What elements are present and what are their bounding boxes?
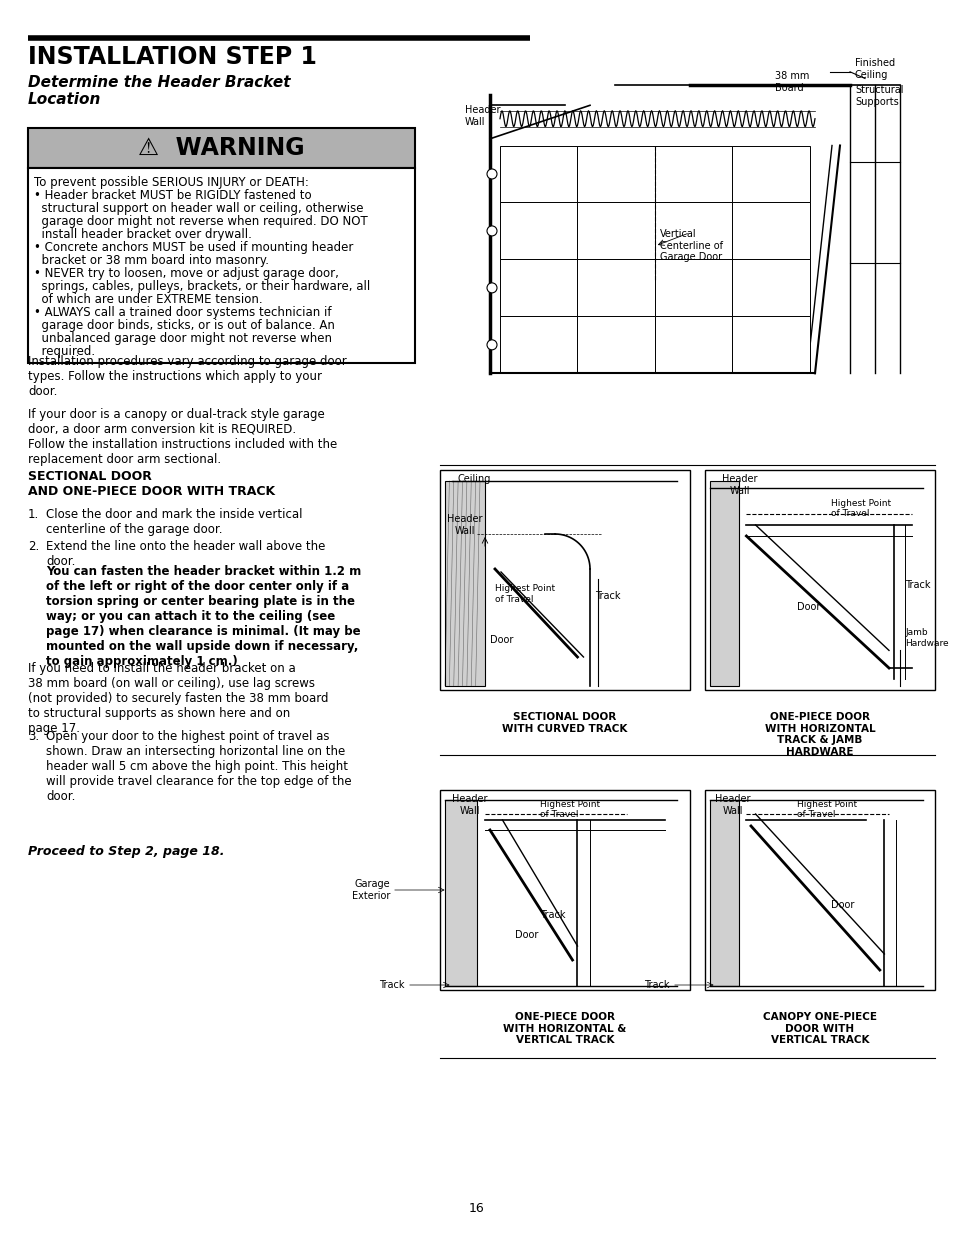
Text: To prevent possible SERIOUS INJURY or DEATH:: To prevent possible SERIOUS INJURY or DE… (34, 177, 309, 189)
Text: structural support on header wall or ceiling, otherwise: structural support on header wall or cei… (34, 203, 363, 215)
Text: of which are under EXTREME tension.: of which are under EXTREME tension. (34, 293, 262, 306)
Text: Door: Door (515, 930, 537, 940)
Text: • ALWAYS call a trained door systems technician if: • ALWAYS call a trained door systems tec… (34, 306, 331, 319)
Text: Highest Point
of Travel: Highest Point of Travel (539, 800, 599, 819)
Bar (439, 471, 689, 690)
Text: Header
Wall: Header Wall (464, 105, 500, 127)
Bar (704, 790, 934, 990)
Text: Jamb
Hardware: Jamb Hardware (904, 629, 947, 648)
Text: Door: Door (796, 601, 820, 613)
Text: Header
Wall: Header Wall (721, 474, 757, 496)
Text: Highest Point
of Travel: Highest Point of Travel (796, 800, 856, 819)
Text: Installation procedures vary according to garage door
types. Follow the instruct: Installation procedures vary according t… (28, 354, 346, 398)
Text: Determine the Header Bracket
Location: Determine the Header Bracket Location (28, 75, 291, 107)
Text: Track: Track (904, 580, 929, 590)
Text: Extend the line onto the header wall above the
door.: Extend the line onto the header wall abo… (46, 540, 325, 568)
Text: • Header bracket MUST be RIGIDLY fastened to: • Header bracket MUST be RIGIDLY fastene… (34, 189, 312, 203)
Text: SECTIONAL DOOR
AND ONE-PIECE DOOR WITH TRACK: SECTIONAL DOOR AND ONE-PIECE DOOR WITH T… (28, 471, 274, 498)
Text: Header
Wall: Header Wall (447, 514, 482, 536)
Text: If your door is a canopy or dual-track style garage
door, a door arm conversion : If your door is a canopy or dual-track s… (28, 408, 337, 466)
Bar (655, 203, 732, 259)
Text: Highest Point
of Travel: Highest Point of Travel (495, 584, 555, 604)
Text: garage door binds, sticks, or is out of balance. An: garage door binds, sticks, or is out of … (34, 319, 335, 332)
Text: Vertical
Centerline of
Garage Door: Vertical Centerline of Garage Door (659, 228, 722, 262)
Text: Track: Track (644, 981, 669, 990)
Circle shape (486, 226, 497, 236)
Text: 1.: 1. (28, 508, 39, 521)
Text: Garage
Exterior: Garage Exterior (352, 879, 390, 900)
Text: INSTALLATION STEP 1: INSTALLATION STEP 1 (28, 44, 316, 69)
Circle shape (486, 169, 497, 179)
Text: Finished
Ceiling: Finished Ceiling (854, 58, 894, 79)
Bar (704, 471, 934, 690)
Text: Ceiling: Ceiling (457, 474, 491, 484)
Text: Highest Point
of Travel: Highest Point of Travel (831, 499, 891, 517)
Circle shape (486, 340, 497, 350)
Bar (655, 146, 732, 203)
Text: • Concrete anchors MUST be used if mounting header: • Concrete anchors MUST be used if mount… (34, 241, 353, 254)
Text: Structural
Supports: Structural Supports (854, 85, 902, 106)
Text: Door: Door (490, 635, 513, 645)
Text: springs, cables, pulleys, brackets, or their hardware, all: springs, cables, pulleys, brackets, or t… (34, 280, 370, 293)
Text: ⚠  WARNING: ⚠ WARNING (138, 136, 305, 161)
Bar (444, 800, 477, 986)
Text: Header
Wall: Header Wall (452, 794, 487, 815)
Bar (577, 259, 655, 316)
Text: Track: Track (379, 981, 405, 990)
Bar (655, 259, 732, 316)
Bar (28, 128, 415, 168)
Text: Door: Door (831, 900, 854, 910)
Bar (439, 790, 689, 990)
Text: garage door might not reverse when required. DO NOT: garage door might not reverse when requi… (34, 215, 367, 228)
Text: ONE-PIECE DOOR
WITH HORIZONTAL &
VERTICAL TRACK: ONE-PIECE DOOR WITH HORIZONTAL & VERTICA… (503, 1011, 626, 1045)
Bar (444, 480, 484, 685)
Bar (732, 203, 809, 259)
Text: install header bracket over drywall.: install header bracket over drywall. (34, 228, 252, 241)
Text: You can fasten the header bracket within 1.2 m
of the left or right of the door : You can fasten the header bracket within… (46, 564, 361, 668)
Text: 38 mm
Board: 38 mm Board (774, 70, 808, 93)
Text: ONE-PIECE DOOR
WITH HORIZONTAL
TRACK & JAMB
HARDWARE: ONE-PIECE DOOR WITH HORIZONTAL TRACK & J… (764, 713, 875, 757)
Text: bracket or 38 mm board into masonry.: bracket or 38 mm board into masonry. (34, 254, 269, 267)
Bar (577, 146, 655, 203)
Bar (499, 146, 577, 203)
Text: 2.: 2. (28, 540, 39, 553)
Text: required.: required. (34, 345, 95, 358)
Text: Proceed to Step 2, page 18.: Proceed to Step 2, page 18. (28, 845, 224, 858)
Circle shape (486, 283, 497, 293)
Text: Header
Wall: Header Wall (714, 794, 750, 815)
Text: • NEVER try to loosen, move or adjust garage door,: • NEVER try to loosen, move or adjust ga… (34, 267, 338, 280)
Bar (499, 316, 577, 373)
Bar (732, 316, 809, 373)
Text: If you need to install the header bracket on a
38 mm board (on wall or ceiling),: If you need to install the header bracke… (28, 662, 328, 735)
Text: 3.: 3. (28, 730, 39, 743)
Bar (709, 480, 739, 685)
Bar (577, 203, 655, 259)
Text: Close the door and mark the inside vertical
centerline of the garage door.: Close the door and mark the inside verti… (46, 508, 302, 536)
Text: CANOPY ONE-PIECE
DOOR WITH
VERTICAL TRACK: CANOPY ONE-PIECE DOOR WITH VERTICAL TRAC… (762, 1011, 876, 1045)
Text: 16: 16 (469, 1202, 484, 1215)
Bar (28, 168, 415, 363)
Bar (577, 316, 655, 373)
Bar (732, 259, 809, 316)
Bar (499, 203, 577, 259)
Text: Open your door to the highest point of travel as
shown. Draw an intersecting hor: Open your door to the highest point of t… (46, 730, 352, 803)
Text: Track: Track (539, 910, 565, 920)
Bar (655, 316, 732, 373)
Bar (732, 146, 809, 203)
Text: unbalanced garage door might not reverse when: unbalanced garage door might not reverse… (34, 332, 332, 345)
Bar (709, 800, 739, 986)
Text: SECTIONAL DOOR
WITH CURVED TRACK: SECTIONAL DOOR WITH CURVED TRACK (502, 713, 627, 734)
Text: Track: Track (595, 592, 619, 601)
Bar (499, 259, 577, 316)
